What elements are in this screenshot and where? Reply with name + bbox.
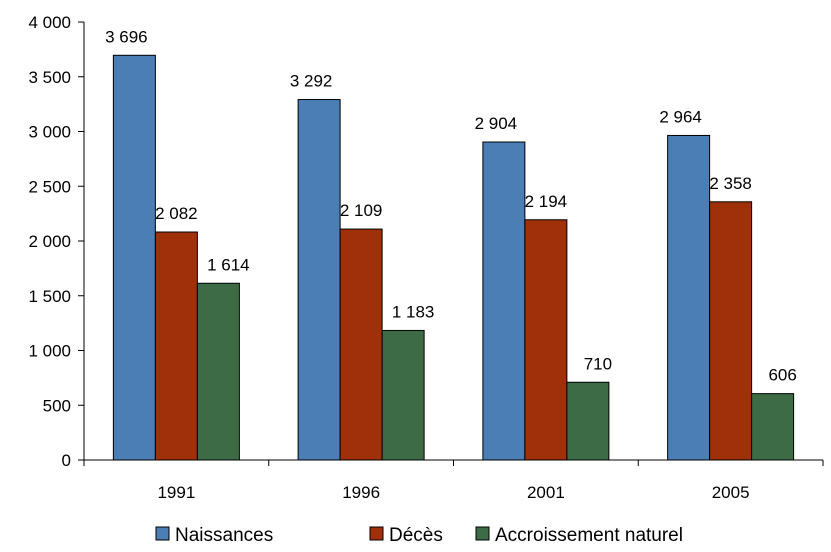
x-tick-label: 1991 [157, 483, 195, 502]
legend-swatch [369, 526, 384, 541]
data-label: 1 614 [207, 255, 250, 274]
data-label: 710 [584, 354, 612, 373]
data-label: 2 904 [475, 114, 518, 133]
legend-swatch [475, 526, 490, 541]
data-label: 2 194 [525, 192, 568, 211]
x-tick-label: 2001 [527, 483, 565, 502]
y-tick-label: 500 [43, 396, 71, 415]
y-axis: 0 500 1 000 1 500 2 000 2 500 3 000 3 500 4 000 [28, 13, 85, 470]
y-tick-label: 3 000 [28, 123, 71, 142]
data-label: 3 292 [290, 72, 333, 91]
legend: Naissances Décès Accroissement naturel [155, 525, 683, 546]
y-tick-label: 2 500 [28, 177, 71, 196]
bar [154, 231, 198, 461]
bar [566, 381, 610, 461]
data-label: 1 183 [392, 302, 435, 321]
legend-label: Accroissement naturel [495, 525, 683, 546]
bar [667, 134, 711, 461]
bar [709, 201, 753, 461]
legend-label: Naissances [175, 525, 273, 546]
data-label: 2 109 [340, 201, 383, 220]
data-label: 3 696 [105, 27, 148, 46]
bars [112, 54, 795, 461]
y-tick-label: 2 000 [28, 232, 71, 251]
bar [297, 99, 341, 461]
y-tick-label: 1 000 [28, 342, 71, 361]
data-label: 2 964 [659, 107, 702, 126]
data-label: 2 082 [155, 204, 198, 223]
bar [751, 393, 795, 461]
x-tick-label: 1996 [342, 483, 380, 502]
x-tick-label: 2005 [712, 483, 750, 502]
bar [524, 219, 568, 461]
y-tick-label: 0 [62, 451, 71, 470]
y-tick-label: 1 500 [28, 287, 71, 306]
data-label: 606 [768, 366, 796, 385]
legend-label: Décès [389, 525, 443, 546]
x-axis: 1991 1996 2001 2005 [83, 459, 824, 502]
bar [381, 329, 425, 461]
bar [339, 228, 383, 461]
bar [482, 141, 526, 461]
legend-swatch [155, 526, 170, 541]
bar [196, 282, 240, 461]
y-tick-label: 4 000 [28, 13, 71, 32]
data-label: 2 358 [709, 174, 752, 193]
data-labels: 3 696 2 082 1 614 3 292 2 109 1 183 2 904 2 194… [105, 27, 797, 384]
bar [112, 54, 156, 461]
y-tick-label: 3 500 [28, 68, 71, 87]
